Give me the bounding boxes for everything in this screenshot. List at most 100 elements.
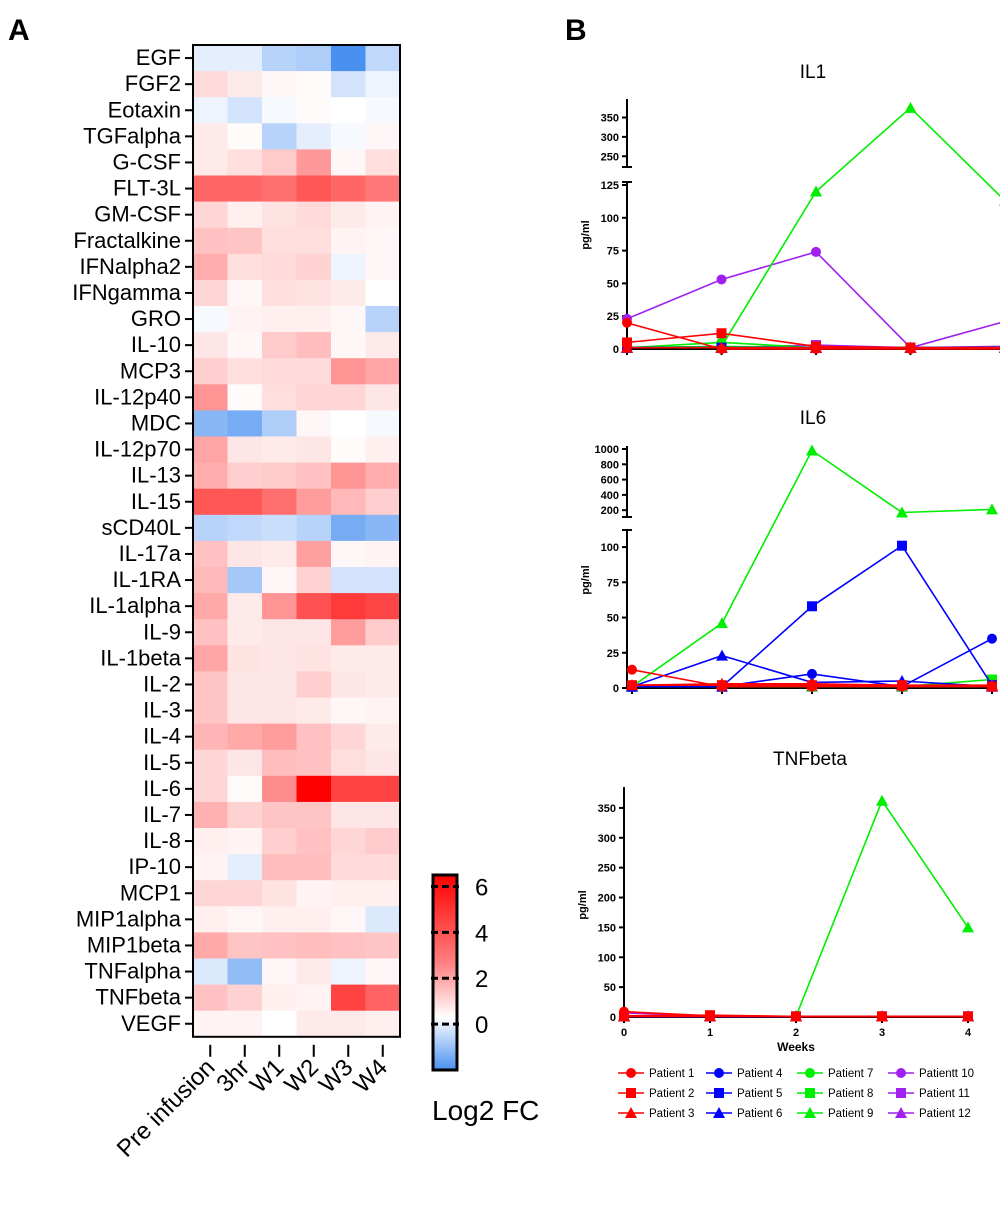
data-point	[876, 794, 888, 806]
y-tick-label: 0	[610, 1012, 616, 1024]
heatmap-cell	[227, 906, 263, 933]
heatmap-cell	[227, 775, 263, 803]
heatmap-cell	[262, 619, 297, 646]
heatmap-cell	[193, 253, 228, 281]
heatmap-cell	[331, 880, 366, 907]
heatmap-cell	[331, 671, 366, 698]
heatmap-cell	[193, 723, 228, 751]
heatmap-cell	[365, 828, 401, 855]
heatmap-cell	[296, 358, 332, 385]
heatmap-cell	[193, 880, 228, 907]
heatmap-cell	[331, 358, 366, 385]
heatmap-cell	[262, 227, 297, 255]
y-tick-label: 50	[607, 613, 619, 625]
heatmap-cell	[262, 436, 297, 464]
row-label: IL-7	[143, 802, 181, 827]
row-label: IL-3	[143, 698, 181, 723]
data-point	[790, 1010, 802, 1022]
heatmap-cell	[331, 279, 366, 307]
heatmap-cell	[262, 540, 297, 568]
heatmap-cell	[331, 958, 366, 986]
y-tick-label: 300	[598, 833, 616, 845]
heatmap-cell	[365, 723, 401, 751]
y-tick-label: 250	[601, 151, 619, 163]
heatmap-cell	[262, 45, 297, 72]
heatmap-cell	[331, 149, 366, 176]
data-point	[986, 503, 998, 515]
legend-label: Patient 11	[919, 1088, 970, 1100]
heatmap-cell	[262, 567, 297, 594]
series-line	[632, 544, 993, 688]
colorbar-bar	[431, 873, 459, 1072]
heatmap-cell	[227, 619, 263, 646]
col-label: Pre infusion	[112, 1054, 221, 1163]
heatmap-cell	[331, 775, 366, 803]
data-point	[716, 649, 728, 661]
heatmap-cell	[365, 149, 401, 176]
heatmap-cell	[296, 723, 332, 751]
heatmap-cell	[227, 71, 263, 98]
y-tick-label: 125	[601, 180, 619, 192]
heatmap-cell	[296, 828, 332, 855]
heatmap-cell	[262, 906, 297, 933]
heatmap-cell	[331, 201, 366, 229]
heatmap-cell	[365, 567, 401, 594]
heatmap-cell	[365, 958, 401, 986]
legend-label: Patient 7	[828, 1068, 873, 1080]
heatmap-cell	[193, 801, 228, 829]
data-point	[715, 341, 728, 353]
heatmap-cell	[296, 619, 332, 646]
data-point	[716, 328, 727, 339]
y-tick-label: 100	[601, 542, 619, 554]
heatmap-cell	[296, 932, 332, 959]
x-tick-label: 4	[965, 1027, 972, 1039]
heatmap-cell	[193, 358, 228, 385]
heatmap-cell	[227, 697, 263, 725]
heatmap-cell	[365, 984, 401, 1012]
heatmap-cell	[227, 45, 263, 72]
colorbar-tick-label: 4	[475, 920, 488, 947]
row-label: MCP3	[120, 358, 181, 383]
chart-title: IL6	[800, 408, 826, 429]
heatmap-cell	[331, 227, 366, 255]
heatmap-cell	[227, 645, 263, 672]
heatmap-cell	[365, 749, 401, 777]
legend-label: Patient 6	[737, 1108, 782, 1120]
heatmap-cell	[331, 514, 366, 542]
heatmap-cell	[193, 932, 228, 959]
data-point	[962, 1010, 974, 1022]
heatmap-cell	[227, 932, 263, 959]
heatmap-cell	[365, 540, 401, 568]
heatmap-cell	[331, 175, 366, 203]
heatmap-cell	[227, 201, 263, 229]
heatmap-cell	[262, 880, 297, 907]
heatmap-cell	[193, 436, 228, 464]
heatmap-cell	[262, 723, 297, 751]
heatmap-cell	[331, 436, 366, 464]
row-label: GM-CSF	[94, 202, 181, 227]
col-label: W4	[348, 1054, 393, 1099]
row-label: VEGF	[121, 1011, 181, 1036]
series-line	[624, 799, 969, 1018]
x-axis-label: Weeks	[777, 1040, 815, 1054]
data-point	[713, 1107, 725, 1118]
heatmap-cell	[296, 175, 332, 203]
heatmap-cell	[227, 723, 263, 751]
row-label: IP-10	[128, 854, 181, 879]
x-tick-label: 1	[707, 1027, 713, 1039]
heatmap-cell	[296, 775, 332, 803]
heatmap-cell	[365, 697, 401, 725]
heatmap-cell	[262, 149, 297, 176]
data-point	[627, 664, 637, 675]
heatmap-cell	[227, 567, 263, 594]
heatmap-cell	[193, 123, 228, 150]
heatmap-cell	[193, 227, 228, 255]
heatmap-cell	[227, 671, 263, 698]
heatmap-cell	[193, 45, 228, 72]
heatmap-cell	[331, 97, 366, 124]
data-point	[896, 679, 908, 691]
heatmap-cell	[365, 279, 401, 307]
heatmap-cell	[365, 123, 401, 150]
heatmap-cell	[331, 540, 366, 568]
heatmap-cell	[227, 1010, 263, 1038]
